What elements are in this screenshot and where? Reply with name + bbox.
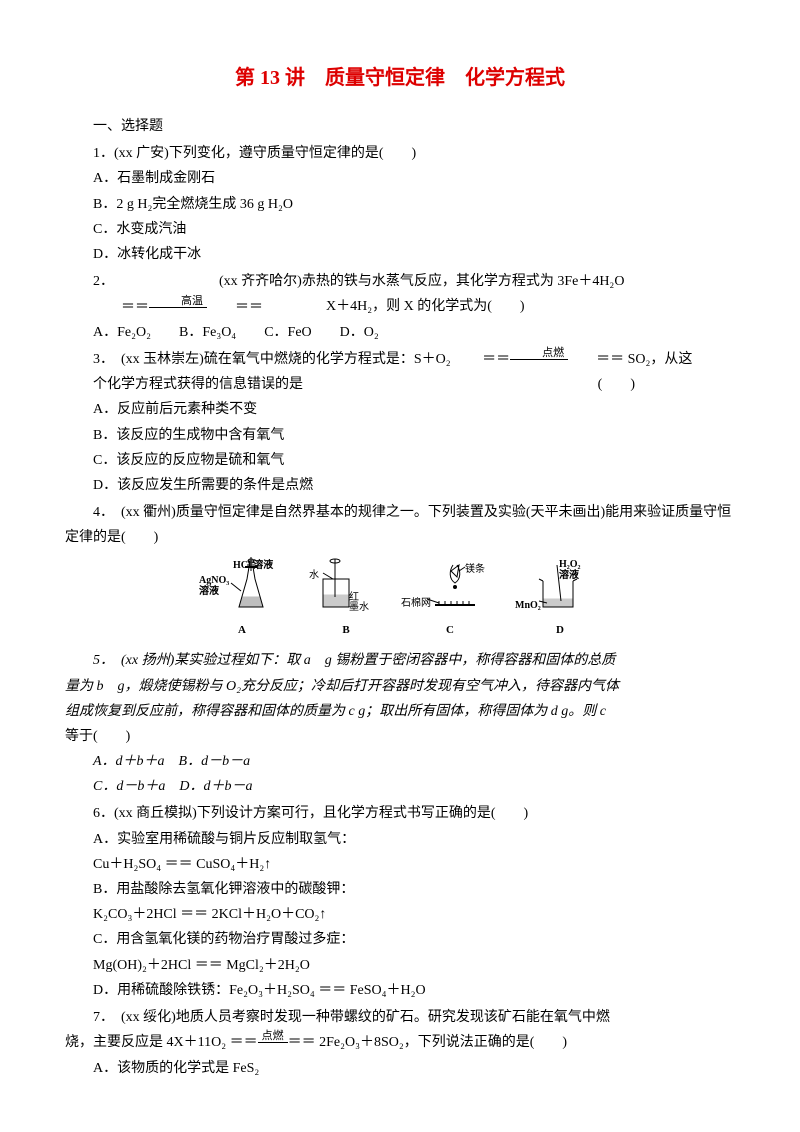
- q2-stem: 2． (xx 齐齐哈尔)赤热的铁与水蒸气反应，其化学方程式为 3Fe＋4H₂O: [65, 269, 735, 294]
- label-b: B: [342, 621, 349, 641]
- q1-opt-d: D．冰转化成干冰: [65, 242, 735, 267]
- q4-stem: 4． (xx 衢州)质量守恒定律是自然界基本的规律之一。下列装置及实验(天平未画…: [65, 500, 735, 550]
- q7-l1: 7． (xx 绥化)地质人员考察时发现一种带螺纹的矿石。研究发现该矿石能在氧气中…: [65, 1005, 735, 1030]
- label-agno3: AgNO₃: [199, 575, 229, 586]
- q5-l2: 量为 b g，煅烧使锡粉与 O₂充分反应；冷却后打开容器时发现有空气冲入，待容器…: [65, 674, 735, 699]
- apparatus-a: HCl 溶液 AgNO₃ 溶液 A: [201, 557, 283, 641]
- q3-tail: SO₂，从这: [624, 352, 692, 367]
- q2-cond: 高温: [149, 296, 207, 308]
- q5-l3: 组成恢复到反应前，称得容器和固体的质量为 c g；取出所有固体，称得固体为 d …: [65, 699, 735, 724]
- q3-line2: 个化学方程式获得的信息错误的是 ( ): [65, 372, 735, 397]
- label-water: 水: [309, 567, 319, 585]
- q5-l4: 等于( ): [65, 724, 735, 749]
- q3-opt-c: C．该反应的反应物是硫和氧气: [65, 448, 735, 473]
- q3-opt-d: D．该反应发生所需要的条件是点燃: [65, 473, 735, 498]
- q6-a: A．实验室用稀硫酸与铜片反应制取氢气：: [65, 827, 735, 852]
- q1-opt-b: B．2 g H₂完全燃烧生成 36 g H₂O: [65, 192, 735, 217]
- q1-stem: 1．(xx 广安)下列变化，遵守质量守恒定律的是( ): [65, 141, 735, 166]
- q7-l2a: 烧，主要反应是 4X＋11O₂: [65, 1035, 230, 1050]
- q5-l1: 5． (xx 扬州)某实验过程如下：取 a g 锡粉置于密闭容器中，称得容器和固…: [65, 648, 735, 673]
- q3-stem: 3． (xx 玉林崇左)硫在氧气中燃烧的化学方程式是：S＋O₂ ＝＝点燃 ＝＝ …: [65, 347, 735, 372]
- q6-ceq: Mg(OH)₂＋2HCl ＝＝ MgCl₂＋2H₂O: [65, 953, 735, 978]
- q6-beq: K₂CO₃＋2HCl ＝＝ 2KCl＋H₂O＋CO₂↑: [65, 902, 735, 927]
- beaker-b-icon: [313, 557, 379, 619]
- q1-opt-a: A．石墨制成金刚石: [65, 166, 735, 191]
- q3-line2-left: 个化学方程式获得的信息错误的是: [65, 372, 303, 397]
- label-c: C: [446, 621, 454, 641]
- q6-c: C．用含氢氧化镁的药物治疗胃酸过多症：: [65, 927, 735, 952]
- q2-options: A．Fe₂O₂ B．Fe₃O₄ C．FeO D．O₂: [65, 320, 735, 345]
- q7-a: A．该物质的化学式是 FeS₂: [65, 1056, 735, 1081]
- q3-opt-b: B．该反应的生成物中含有氧气: [65, 423, 735, 448]
- q3-stem-left: 3． (xx 玉林崇左)硫在氧气中燃烧的化学方程式是：S＋O₂: [93, 352, 454, 367]
- apparatus-c: 镁条 石棉网 C: [409, 557, 491, 641]
- q3-cond: 点燃: [510, 348, 568, 360]
- apparatus-b: 水 红墨水 B: [313, 557, 379, 641]
- label-mg: 镁条: [465, 561, 485, 579]
- q3-paren: ( ): [598, 372, 735, 397]
- q6-d: D．用稀硫酸除铁锈：Fe₂O₃＋H₂SO₄ ＝＝ FeSO₄＋H₂O: [65, 978, 735, 1003]
- q4-diagram-row: HCl 溶液 AgNO₃ 溶液 A 水 红墨水: [65, 557, 735, 641]
- q7-l2b: 2Fe₂O₃＋8SO₂，下列说法正确的是( ): [319, 1035, 567, 1050]
- label-h2o2: H₂O₂: [559, 559, 581, 570]
- label-redink2: 墨水: [349, 603, 369, 613]
- q7-l2: 烧，主要反应是 4X＋11O₂ ＝＝点燃 ＝＝ 2Fe₂O₃＋8SO₂，下列说法…: [65, 1030, 735, 1055]
- q3-opt-a: A．反应前后元素种类不变: [65, 397, 735, 422]
- label-asbestos: 石棉网: [401, 595, 431, 613]
- q5-cd: C．d－b＋a D．d＋b－a: [65, 774, 735, 799]
- page-title: 第 13 讲 质量守恒定律 化学方程式: [65, 60, 735, 96]
- section-heading: 一、选择题: [65, 114, 735, 139]
- label-soln: 溶液: [199, 586, 229, 597]
- q5-ab: A．d＋b＋a B．d－b－a: [65, 749, 735, 774]
- q2-equation-line: ＝＝高温 ＝＝ X＋4H₂，则 X 的化学式为( ): [65, 294, 735, 319]
- apparatus-d: H₂O₂ 溶液 MnO₂ D: [521, 557, 599, 641]
- label-mno2: MnO₂: [515, 597, 541, 615]
- label-soln2: 溶液: [559, 570, 581, 581]
- q6-stem: 6．(xx 商丘模拟)下列设计方案可行，且化学方程式书写正确的是( ): [65, 801, 735, 826]
- label-hcl: HCl 溶液: [233, 557, 273, 575]
- q6-aeq: Cu＋H₂SO₄ ＝＝ CuSO₄＋H₂↑: [65, 852, 735, 877]
- q1-opt-c: C．水变成汽油: [65, 217, 735, 242]
- q2-tail: X＋4H₂，则 X 的化学式为( ): [326, 299, 525, 314]
- q6-b: B．用盐酸除去氢氧化钾溶液中的碳酸钾：: [65, 877, 735, 902]
- label-a: A: [238, 621, 246, 641]
- label-d: D: [556, 621, 564, 641]
